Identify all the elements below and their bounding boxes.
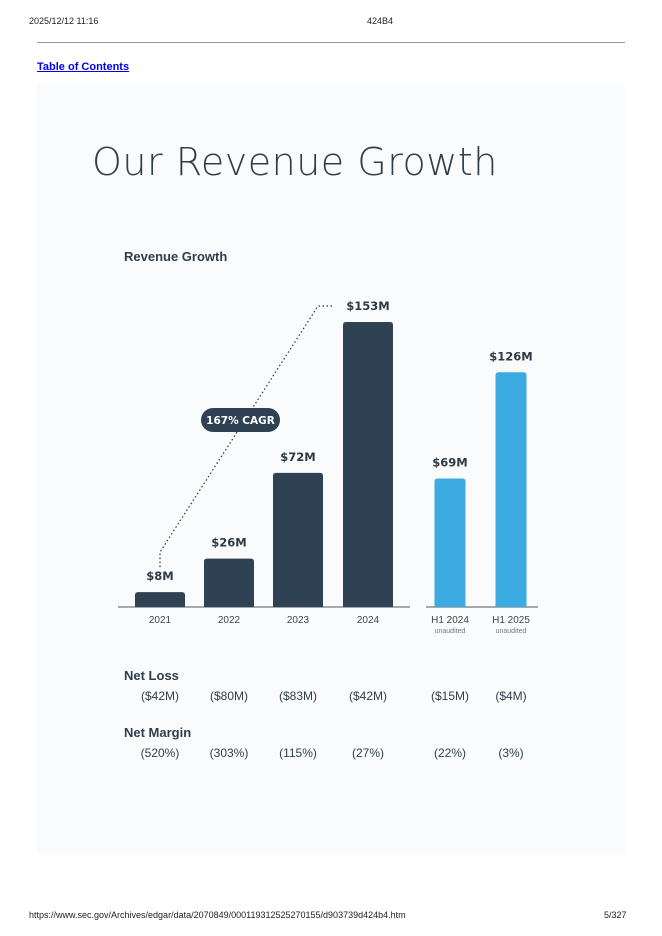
net-loss-value: ($80M): [209, 689, 249, 703]
net-loss-value: ($42M): [348, 689, 388, 703]
net-loss-value: ($4M): [495, 689, 527, 703]
tick-label: 2021: [149, 615, 172, 626]
graphic-panel: [37, 84, 625, 854]
tick-label: H1 2024: [431, 615, 469, 626]
net-margin-value: (303%): [209, 746, 249, 760]
bar-h1-2025: [495, 372, 527, 607]
table-of-contents-link[interactable]: Table of Contents: [37, 61, 130, 73]
net-loss-value: ($42M): [140, 689, 180, 703]
value-label: $69M: [432, 455, 467, 469]
value-label: $72M: [280, 450, 315, 464]
tick-sublabel: unaudited: [435, 628, 466, 635]
bar-2023: [273, 472, 323, 607]
net-margin-value: (22%): [433, 746, 467, 760]
tick-label: H1 2025: [492, 615, 530, 626]
net-margin-value: (115%): [279, 746, 317, 760]
net-margin-value: (3%): [498, 746, 524, 760]
tick-label: 2023: [287, 615, 310, 626]
page-url: https://www.sec.gov/Archives/edgar/data/…: [29, 910, 406, 920]
bar-2021: [135, 592, 185, 607]
tick-label: 2024: [357, 615, 380, 626]
cagr-badge: [201, 408, 280, 432]
net-margin-value: (520%): [140, 746, 180, 760]
chart-title: Revenue Growth: [124, 249, 228, 264]
value-label: $153M: [346, 299, 389, 313]
value-label: $126M: [489, 349, 532, 363]
net-margin-label: Net Margin: [124, 725, 192, 740]
net-loss-value: ($15M): [430, 689, 470, 703]
header-divider: [37, 42, 625, 43]
document-title: 424B4: [367, 16, 394, 26]
net-margin-value: (27%): [351, 746, 385, 760]
cagr-label: 167% CAGR: [206, 415, 275, 427]
bar-2022: [204, 558, 254, 607]
value-label: $8M: [146, 569, 173, 583]
tick-label: 2022: [218, 615, 241, 626]
page-number: 5/327: [604, 910, 627, 920]
net-loss-value: ($83M): [278, 689, 318, 703]
value-label: $26M: [211, 536, 246, 550]
bar-2024: [343, 322, 393, 607]
bar-h1-2024: [434, 478, 466, 607]
tick-sublabel: unaudited: [496, 628, 527, 635]
page-heading: Our Revenue Growth: [92, 140, 498, 184]
print-timestamp: 2025/12/12 11:16: [29, 16, 99, 26]
net-loss-label: Net Loss: [124, 668, 179, 683]
